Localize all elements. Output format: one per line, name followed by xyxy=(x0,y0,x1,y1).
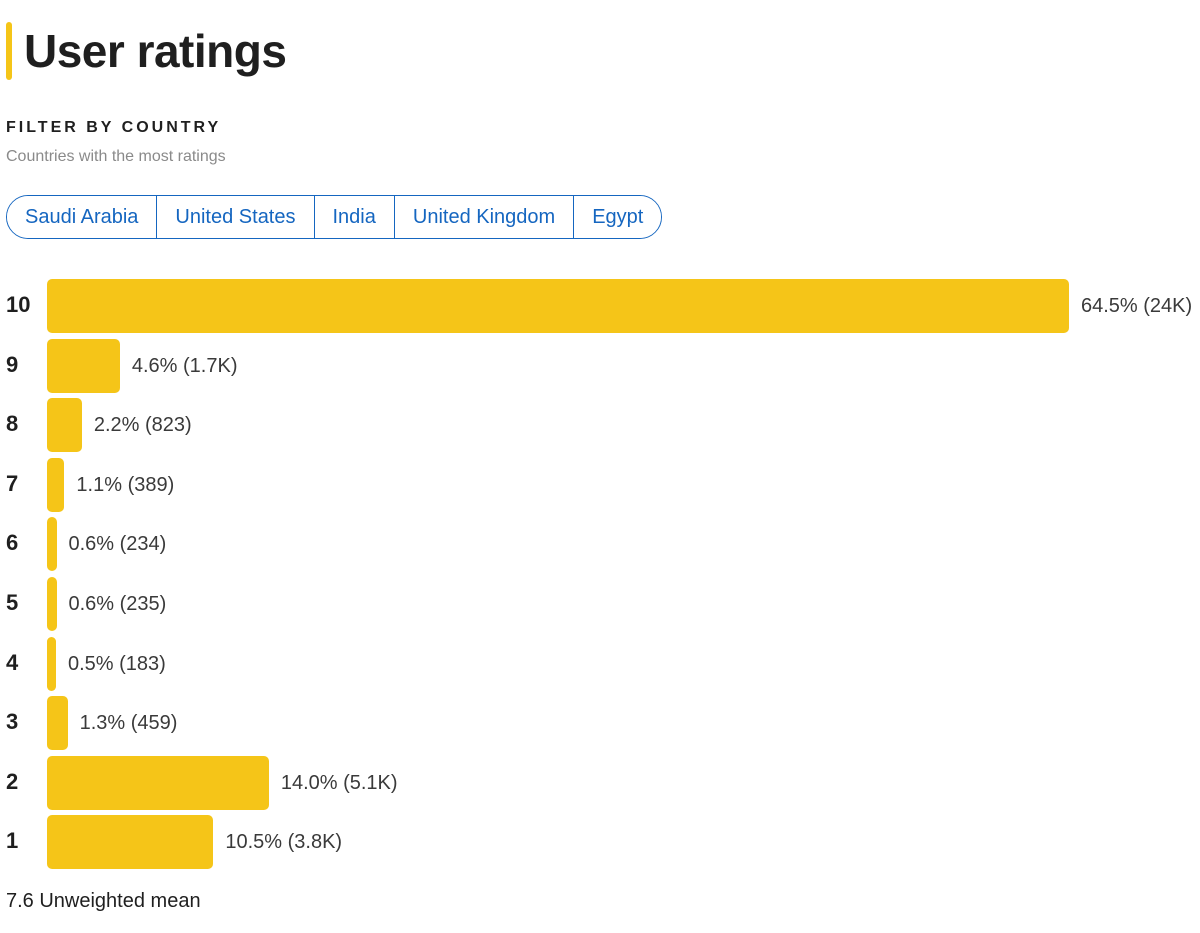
rating-bar[interactable] xyxy=(47,636,56,691)
rating-label: 3 xyxy=(6,709,19,735)
rating-value-label: 4.6% (1.7K) xyxy=(131,354,238,377)
rating-row-7: 7 1.1% (389) xyxy=(0,456,1200,512)
rating-value-label: 2.2% (823) xyxy=(93,414,192,437)
rating-row-5: 5 0.6% (235) xyxy=(0,575,1200,631)
rating-row-1: 1 10.5% (3.8K) xyxy=(0,813,1200,870)
ratings-bar-chart: 10 64.5% (24K) 9 4.6% (1.7K) 8 2.2% (823) 7 1.1… xyxy=(0,277,1200,877)
rating-bar[interactable] xyxy=(47,577,57,631)
rating-label: 1 xyxy=(6,828,19,854)
unweighted-mean: 7.6 Unweighted mean xyxy=(6,890,201,912)
country-chip-united-states[interactable]: United States xyxy=(157,196,315,238)
rating-row-4: 4 0.5% (183) xyxy=(0,635,1200,691)
rating-value-label: 64.5% (24K) xyxy=(1081,295,1193,317)
rating-label: 2 xyxy=(6,768,19,794)
rating-label: 10 xyxy=(6,292,31,317)
filter-subtitle: Countries with the most ratings xyxy=(6,148,226,165)
rating-bar[interactable] xyxy=(47,755,269,810)
filter-label: FILTER BY COUNTRY xyxy=(6,119,222,136)
rating-bar[interactable] xyxy=(47,457,65,512)
country-chip-egypt[interactable]: Egypt xyxy=(574,196,662,238)
section-header: User ratings xyxy=(6,22,287,80)
rating-label: 6 xyxy=(6,530,19,556)
country-chip-united-kingdom[interactable]: United Kingdom xyxy=(394,196,575,238)
rating-label: 8 xyxy=(6,411,19,437)
rating-bar[interactable] xyxy=(47,517,57,572)
rating-row-3: 3 1.3% (459) xyxy=(0,694,1200,751)
rating-row-10: 10 64.5% (24K) xyxy=(0,277,1200,333)
rating-bar[interactable] xyxy=(47,279,1069,333)
country-filter-group: Saudi Arabia United States India United … xyxy=(6,195,663,239)
rating-value-label: 14.0% (5.1K) xyxy=(280,771,398,794)
page-title: User ratings xyxy=(24,25,287,77)
rating-bar[interactable] xyxy=(47,696,68,751)
rating-row-6: 6 0.6% (234) xyxy=(0,515,1200,572)
rating-label: 9 xyxy=(6,351,19,377)
rating-row-9: 9 4.6% (1.7K) xyxy=(0,337,1200,393)
rating-label: 7 xyxy=(6,470,19,496)
country-chip-india[interactable]: India xyxy=(314,196,395,238)
country-chip-saudi-arabia[interactable]: Saudi Arabia xyxy=(7,196,158,238)
rating-bar[interactable] xyxy=(47,338,120,393)
rating-value-label: 1.3% (459) xyxy=(79,712,178,735)
rating-label: 5 xyxy=(6,590,19,615)
rating-value-label: 10.5% (3.8K) xyxy=(225,831,343,854)
title-accent-bar xyxy=(6,22,12,80)
rating-bar[interactable] xyxy=(47,398,82,453)
rating-bar[interactable] xyxy=(47,815,214,870)
rating-value-label: 0.5% (183) xyxy=(68,652,166,675)
rating-value-label: 1.1% (389) xyxy=(76,473,175,496)
rating-value-label: 0.6% (235) xyxy=(68,593,167,615)
rating-row-2: 2 14.0% (5.1K) xyxy=(0,754,1200,810)
rating-label: 4 xyxy=(6,649,19,675)
rating-value-label: 0.6% (234) xyxy=(68,533,167,556)
rating-row-8: 8 2.2% (823) xyxy=(0,396,1200,453)
